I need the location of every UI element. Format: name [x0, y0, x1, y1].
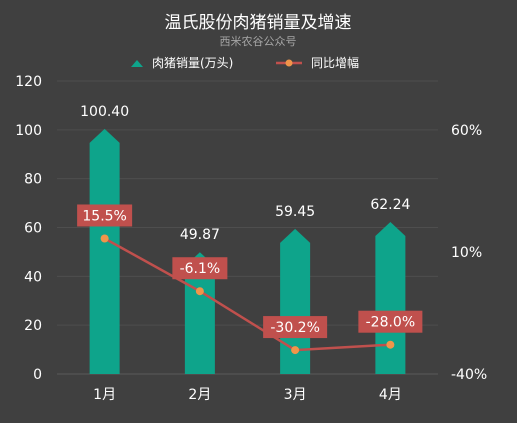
growth-label-box [263, 316, 328, 339]
growth-point [291, 346, 300, 355]
legend-bar-label: 肉猪销量(万头) [152, 56, 233, 70]
legend-line-marker [285, 59, 293, 67]
growth-line [104, 237, 391, 352]
bar [375, 222, 406, 374]
growth-label-box [172, 257, 228, 280]
bar-value-label: 49.87 [180, 227, 220, 243]
chart-title: 温氏股份肉猪销量及增速 [165, 13, 352, 33]
y-right-tick-label: -40% [451, 367, 487, 383]
growth-label-box [358, 310, 423, 333]
y-left-tick-label: 100 [15, 123, 42, 139]
bar [184, 252, 215, 374]
line-series: 15.5% -6.1% -30.2% -28.0% [77, 204, 423, 355]
y-right-tick-label: 60% [451, 123, 482, 139]
x-axis: 1月 2月 3月 4月 [93, 387, 402, 403]
growth-label-box [77, 204, 133, 227]
growth-point [386, 340, 395, 349]
bar-value-label: 59.45 [275, 204, 315, 220]
y-left-tick-label: 80 [24, 172, 42, 188]
x-tick-label: 3月 [284, 387, 307, 403]
x-tick-label: 2月 [188, 387, 211, 403]
y-axis-left: 0 20 40 60 80 100 120 [15, 74, 42, 383]
y-right-tick-label: 10% [451, 245, 482, 261]
y-left-tick-label: 0 [33, 367, 42, 383]
x-tick-label: 1月 [93, 387, 116, 403]
bar-value-label: 100.40 [80, 104, 129, 120]
growth-point [195, 287, 204, 296]
grid-lines [57, 80, 438, 375]
bar-series: 100.40 49.87 59.45 62.24 [80, 104, 411, 374]
chart-subtitle: 西米农谷公众号 [220, 34, 297, 48]
y-left-tick-label: 120 [15, 74, 42, 90]
legend: 肉猪销量(万头) 同比增幅 [131, 55, 359, 70]
growth-point [100, 234, 109, 243]
bar [89, 128, 120, 374]
growth-label: -6.1% [180, 261, 221, 277]
x-tick-label: 4月 [379, 387, 402, 403]
bar-value-label: 62.24 [370, 197, 410, 213]
legend-line-label: 同比增幅 [311, 55, 359, 70]
y-left-tick-label: 20 [24, 318, 42, 334]
growth-label: -28.0% [366, 315, 416, 331]
y-left-tick-label: 40 [24, 269, 42, 285]
y-axis-right: -40% 10% 60% [451, 123, 487, 383]
y-left-tick-label: 60 [24, 221, 42, 237]
legend-bar-icon [131, 60, 143, 67]
growth-label: 15.5% [82, 208, 126, 224]
growth-label: -30.2% [270, 320, 320, 336]
